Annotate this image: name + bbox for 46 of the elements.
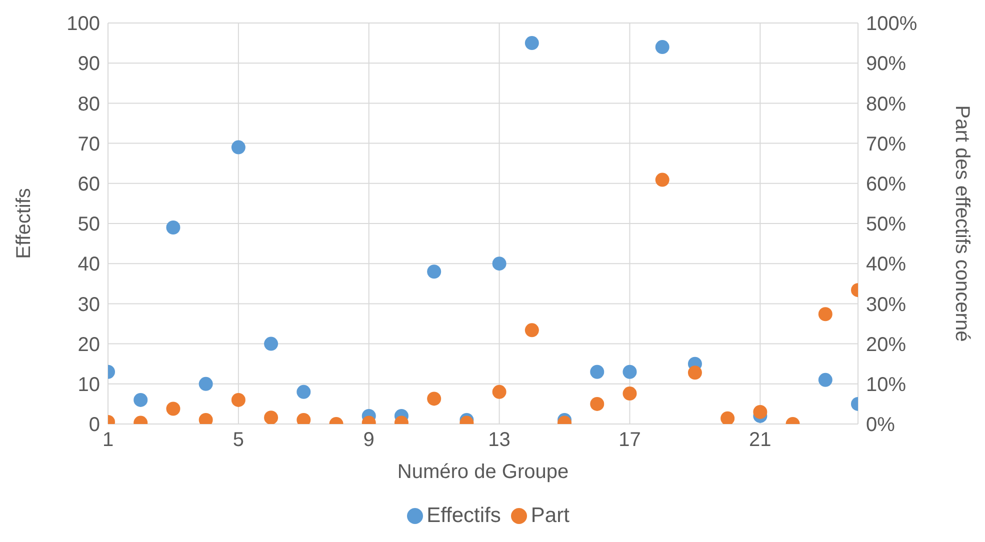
y2-tick-label: 20%: [866, 334, 906, 356]
y-tick-label: 0: [88, 414, 100, 436]
legend-label: Effectifs: [426, 504, 501, 527]
y2-tick-label: 100%: [866, 13, 918, 36]
y2-tick-label: 60%: [866, 174, 906, 196]
x-axis-title: Numéro de Groupe: [397, 461, 569, 484]
y-axis-title: Effectifs: [13, 188, 36, 259]
y-tick-label: 50: [78, 214, 100, 236]
point: [134, 392, 148, 407]
y-tick-label: 100: [66, 13, 100, 36]
y-tick-label: 90: [78, 53, 100, 76]
y-tick-label: 70: [78, 133, 100, 156]
y2-axis-title: Part des effectifs concerné: [950, 105, 973, 342]
point: [166, 220, 180, 235]
point: [524, 36, 539, 50]
x-tick-label: 21: [749, 429, 772, 452]
y2-tick-label: 40%: [866, 254, 906, 276]
y2-tick-label: 50%: [866, 214, 906, 236]
point: [622, 364, 637, 379]
x-tick-label: 13: [488, 429, 510, 452]
x-tick-label: 1: [102, 429, 114, 452]
y2-tick-label: 90%: [866, 53, 906, 76]
x-tick-label: 5: [232, 429, 244, 452]
point: [818, 372, 832, 387]
y2-tick-label: 0%: [866, 414, 896, 436]
y-tick-label: 10: [78, 374, 100, 396]
point: [296, 384, 311, 399]
point: [231, 140, 246, 154]
y-tick-label: 60: [78, 174, 100, 196]
x-tick-label: 17: [618, 429, 641, 452]
y2-tick-label: 80%: [866, 93, 906, 116]
legend-label: Part: [530, 504, 570, 527]
point: [492, 256, 506, 271]
point: [655, 40, 670, 54]
point: [198, 376, 213, 391]
y-tick-label: 40: [78, 254, 100, 276]
point: [590, 364, 604, 379]
y2-tick-label: 70%: [866, 133, 906, 156]
point: [264, 336, 278, 351]
y-tick-label: 20: [78, 334, 100, 356]
y2-tick-label: 30%: [866, 294, 906, 316]
y-tick-label: 80: [78, 93, 100, 116]
point: [427, 264, 442, 279]
y2-tick-label: 10%: [866, 374, 906, 396]
x-tick-label: 9: [363, 429, 374, 452]
y-tick-label: 30: [78, 294, 100, 316]
